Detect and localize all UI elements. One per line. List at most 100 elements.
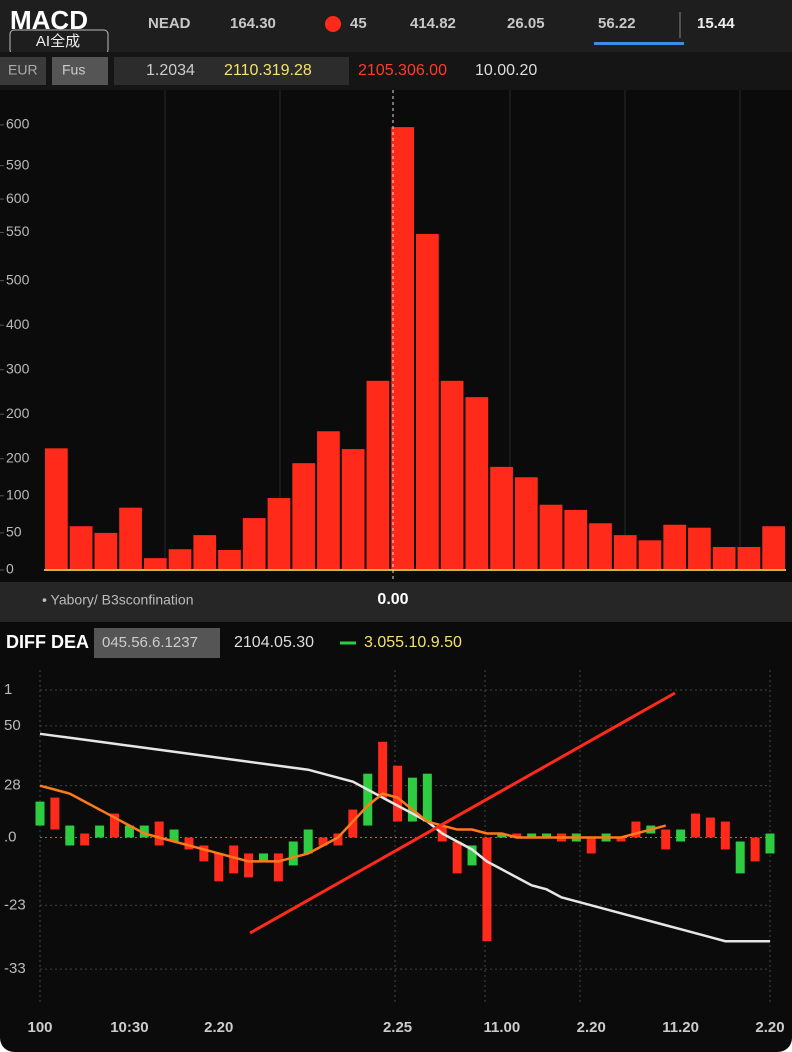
tab[interactable]: 26.05: [507, 15, 545, 32]
toolbar-text[interactable]: Fus: [62, 62, 85, 78]
candle-body: [720, 821, 730, 850]
macd-chart: 1 50 28 .0 -23 -33 100 10:30 2.20 2.25 11.00 2.20 11…: [4, 681, 785, 1036]
candle-body: [244, 853, 254, 878]
bar: [490, 466, 513, 570]
tab[interactable]: 15.44: [697, 15, 735, 32]
bar: [242, 518, 266, 570]
field: [114, 57, 349, 85]
toolbar-text[interactable]: EUR: [8, 62, 38, 78]
y-tick-label: 400: [6, 316, 30, 332]
y-tick-label: 550: [6, 223, 30, 239]
bar: [688, 527, 711, 570]
bar: [613, 535, 637, 570]
y-tick-label: 100: [6, 487, 30, 503]
button: [0, 57, 46, 85]
bar: [539, 504, 563, 570]
candle-body: [422, 773, 432, 822]
indicator-line: [39, 732, 770, 943]
bar: [94, 532, 118, 570]
y-tick-label: -33: [4, 960, 26, 977]
candle-body: [303, 829, 313, 854]
bar: [712, 547, 736, 570]
candle-body: [482, 837, 492, 942]
x-tick-label: 100: [27, 1019, 52, 1036]
candle-body: [288, 841, 298, 866]
candle-body: [765, 833, 775, 854]
lower-field: 2104.05.30: [234, 634, 314, 651]
y-tick-label: 300: [6, 360, 30, 376]
candle-body: [154, 821, 164, 846]
x-tick-label: 2.25: [383, 1019, 412, 1036]
tab[interactable]: 56.22: [598, 15, 636, 32]
tab[interactable]: NEAD: [148, 15, 191, 32]
candle-body: [586, 837, 596, 854]
candle-body: [80, 833, 90, 846]
candle-body: [35, 801, 45, 826]
candle-body: [348, 809, 358, 838]
lower-title: DIFF DEA: [6, 632, 89, 652]
candle-body: [318, 837, 328, 846]
bar: [218, 549, 241, 570]
indicator-line: [39, 784, 667, 863]
y-tick-label: 590: [6, 156, 30, 172]
lower-field: 3.055.10.9.50: [364, 634, 462, 651]
y-tick-label: 200: [6, 405, 30, 421]
candle-body: [512, 833, 522, 838]
candle-body: [214, 853, 224, 882]
bar: [465, 397, 489, 570]
y-tick-label: 50: [4, 717, 21, 734]
x-tick-label: 11.00: [483, 1019, 520, 1036]
candle-body: [109, 813, 119, 838]
toolbar-text: 10.00.20: [475, 62, 537, 79]
bar: [589, 523, 612, 570]
bar: [514, 477, 538, 570]
y-tick-label: .0: [4, 828, 17, 845]
candle-body: [258, 853, 268, 862]
bar: [119, 507, 142, 570]
tab-underline: [594, 42, 684, 45]
bar: [317, 431, 340, 570]
candle-body: [527, 833, 537, 838]
candle-body: [199, 845, 209, 862]
footer-bar: [0, 582, 792, 622]
bar: [267, 498, 291, 570]
y-tick-label: 600: [6, 190, 30, 206]
bar: [737, 547, 761, 570]
candle-body: [363, 773, 373, 826]
x-tick-label: 11.20: [662, 1019, 699, 1036]
candle-body: [184, 837, 194, 850]
bar: [762, 526, 785, 570]
bar: [341, 449, 365, 570]
candle-body: [50, 797, 60, 830]
candle-body: [333, 833, 343, 846]
tab[interactable]: 414.82: [410, 15, 456, 32]
candle-body: [393, 765, 403, 822]
y-tick-label: 500: [6, 271, 30, 287]
toolbar-text: 2110.319.28: [224, 62, 312, 79]
bar: [440, 380, 464, 570]
candle-body: [139, 825, 149, 838]
bar: [366, 380, 390, 570]
tab[interactable]: 164.30: [230, 15, 276, 32]
badge: AI全成: [36, 32, 80, 50]
y-tick-label: 50: [6, 524, 22, 540]
toolbar-text: 2105.306.00: [358, 62, 447, 79]
y-tick-label: 600: [6, 116, 30, 132]
y-tick-label: 0: [6, 561, 14, 577]
tab[interactable]: 45: [350, 15, 367, 32]
bar: [663, 524, 687, 570]
candle-body: [452, 841, 462, 874]
bar: [168, 549, 192, 570]
candle-body: [497, 833, 507, 838]
candle-body: [467, 845, 477, 866]
bar: [564, 509, 588, 570]
y-tick-label: 1: [4, 681, 12, 698]
bar: [45, 448, 68, 570]
candle-body: [229, 845, 239, 874]
candle-body: [661, 829, 671, 850]
x-tick-label: 2.20: [755, 1019, 784, 1036]
y-tick-label: 200: [6, 449, 30, 465]
bar: [292, 463, 316, 570]
candle-body: [65, 825, 75, 846]
candle-body: [169, 829, 179, 842]
